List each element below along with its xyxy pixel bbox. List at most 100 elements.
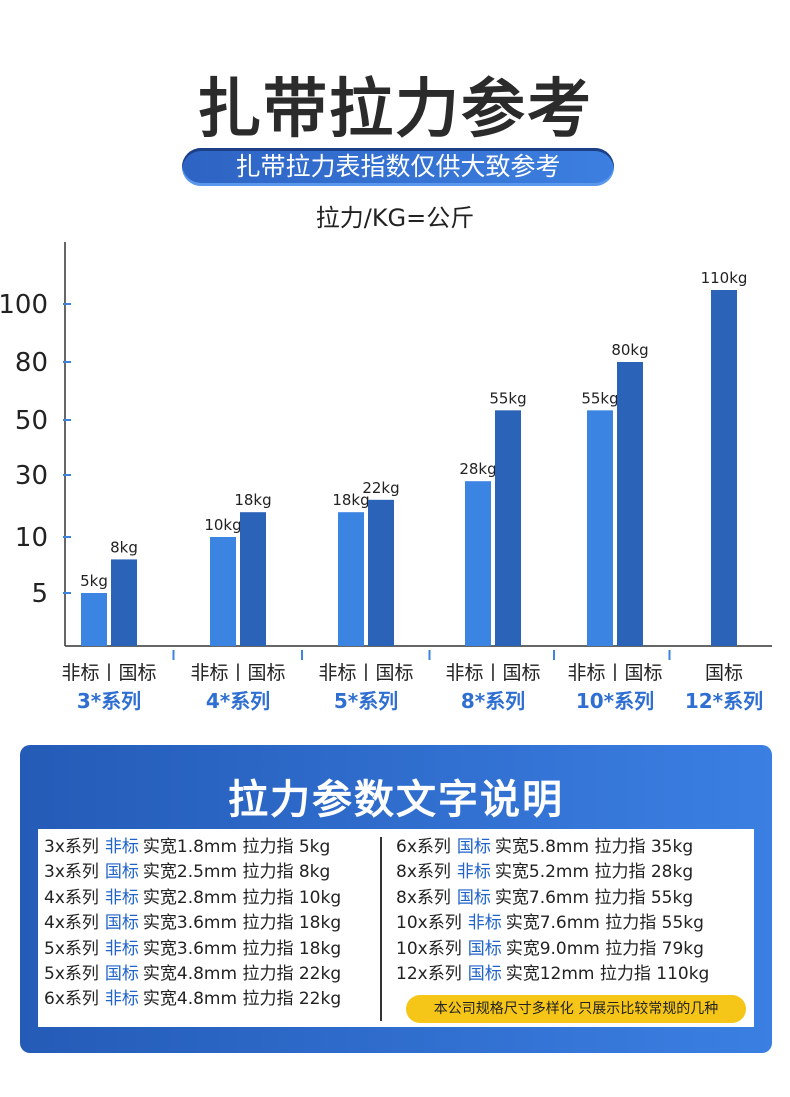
- bar: [338, 512, 364, 646]
- param-standard: 国标: [104, 913, 139, 934]
- params-left-column: 3x系列 非标 实宽1.8mm 拉力指 5kg 3x系列 国标 实宽2.5mm 拉力指 8…: [44, 835, 341, 1013]
- param-series: 4x系列: [44, 887, 99, 908]
- param-spec: 实宽5.2mm 拉力指 28kg: [494, 862, 694, 883]
- bar: [617, 362, 643, 646]
- param-spec: 实宽3.6mm 拉力指 18kg: [142, 938, 342, 959]
- param-spec: 实宽7.6mm 拉力指 55kg: [505, 913, 704, 934]
- x-type-label: 非标丨国标: [567, 662, 662, 684]
- bar: [240, 512, 266, 646]
- param-spec: 实宽1.8mm 拉力指 5kg: [142, 837, 331, 857]
- y-tick-label: 100: [0, 290, 48, 320]
- param-series: 6x系列: [396, 837, 451, 857]
- param-spec: 实宽9.0mm 拉力指 79kg: [505, 938, 704, 959]
- y-tick-label: 10: [15, 523, 48, 553]
- bar: [111, 559, 137, 646]
- param-row: 12x系列 国标 实宽12mm 拉力指 110kg: [396, 962, 709, 987]
- param-standard: 国标: [456, 887, 491, 908]
- param-row: 6x系列 非标 实宽4.8mm 拉力指 22kg: [44, 987, 341, 1012]
- param-standard: 非标: [104, 887, 139, 908]
- param-series: 8x系列: [396, 887, 451, 908]
- param-series: 12x系列: [396, 963, 462, 984]
- param-spec: 实宽7.6mm 拉力指 55kg: [494, 887, 694, 908]
- param-row: 8x系列 国标 实宽7.6mm 拉力指 55kg: [396, 886, 709, 911]
- x-series-label: 4*系列: [206, 689, 270, 713]
- param-series: 6x系列: [44, 989, 99, 1010]
- bar-value-label: 55kg: [581, 389, 618, 407]
- bar: [465, 481, 491, 646]
- x-series-label: 10*系列: [576, 689, 654, 713]
- bar-value-label: 22kg: [362, 479, 399, 497]
- param-standard: 国标: [467, 963, 502, 984]
- params-panel: 拉力参数文字说明 3x系列 非标 实宽1.8mm 拉力指 5kg 3x系列 国标 实宽2.…: [20, 745, 772, 1053]
- param-spec: 实宽4.8mm 拉力指 22kg: [142, 963, 342, 984]
- param-series: 3x系列: [44, 862, 99, 883]
- y-tick-label: 30: [15, 461, 48, 491]
- unit-note: 拉力/KG=公斤: [315, 204, 475, 232]
- param-series: 5x系列: [44, 963, 99, 984]
- param-series: 3x系列: [44, 837, 99, 857]
- param-row: 5x系列 非标 实宽3.6mm 拉力指 18kg: [44, 937, 341, 962]
- param-spec: 实宽5.8mm 拉力指 35kg: [494, 837, 694, 857]
- bar: [210, 537, 236, 646]
- x-type-label: 非标丨国标: [190, 662, 285, 684]
- param-row: 4x系列 非标 实宽2.8mm 拉力指 10kg: [44, 886, 341, 911]
- param-row: 4x系列 国标 实宽3.6mm 拉力指 18kg: [44, 911, 341, 936]
- x-type-label: 非标丨国标: [61, 662, 156, 684]
- y-tick-label: 50: [15, 406, 48, 436]
- y-tick-label: 5: [31, 579, 48, 609]
- bar-value-label: 8kg: [110, 538, 138, 556]
- bar-value-label: 18kg: [332, 491, 369, 509]
- param-spec: 实宽2.8mm 拉力指 10kg: [142, 887, 342, 908]
- bar-value-label: 55kg: [489, 389, 526, 407]
- bar-value-label: 110kg: [701, 269, 748, 287]
- params-right-column: 6x系列 国标 实宽5.8mm 拉力指 35kg 8x系列 非标 实宽5.2mm 拉力指 …: [396, 835, 709, 987]
- bar: [711, 290, 737, 646]
- note-badge: 本公司规格尺寸多样化 只展示比较常规的几种: [406, 995, 746, 1023]
- bar-value-label: 28kg: [459, 460, 496, 478]
- x-series-label: 5*系列: [334, 689, 398, 713]
- param-series: 4x系列: [44, 913, 99, 934]
- param-series: 10x系列: [396, 913, 462, 934]
- param-standard: 非标: [104, 938, 139, 959]
- param-row: 3x系列 非标 实宽1.8mm 拉力指 5kg: [44, 835, 341, 860]
- param-series: 10x系列: [396, 938, 462, 959]
- column-divider: [380, 837, 382, 1021]
- x-type-label: 非标丨国标: [318, 662, 413, 684]
- bar-value-label: 10kg: [204, 516, 241, 534]
- param-spec: 实宽4.8mm 拉力指 22kg: [142, 989, 342, 1010]
- y-tick-label: 80: [15, 348, 48, 378]
- bar: [368, 499, 394, 646]
- subtitle-banner: 扎带拉力表指数仅供大致参考: [182, 148, 614, 186]
- x-series-label: 3*系列: [77, 689, 141, 713]
- param-standard: 非标: [104, 989, 139, 1010]
- param-standard: 非标: [467, 913, 502, 934]
- bar-value-label: 18kg: [234, 491, 271, 509]
- params-title: 拉力参数文字说明: [228, 777, 564, 823]
- x-type-label: 国标: [705, 662, 743, 684]
- param-series: 8x系列: [396, 862, 451, 883]
- param-standard: 国标: [467, 938, 502, 959]
- param-row: 3x系列 国标 实宽2.5mm 拉力指 8kg: [44, 860, 341, 885]
- x-series-label: 12*系列: [685, 689, 763, 713]
- param-standard: 国标: [104, 963, 139, 984]
- bar: [587, 410, 613, 646]
- x-type-label: 非标丨国标: [445, 662, 540, 684]
- param-spec: 实宽12mm 拉力指 110kg: [505, 963, 710, 984]
- bar: [495, 410, 521, 646]
- param-spec: 实宽2.5mm 拉力指 8kg: [142, 862, 331, 883]
- param-row: 8x系列 非标 实宽5.2mm 拉力指 28kg: [396, 860, 709, 885]
- param-row: 10x系列 国标 实宽9.0mm 拉力指 79kg: [396, 937, 709, 962]
- param-standard: 非标: [104, 837, 139, 857]
- param-spec: 实宽3.6mm 拉力指 18kg: [142, 913, 342, 934]
- param-row: 6x系列 国标 实宽5.8mm 拉力指 35kg: [396, 835, 709, 860]
- page-title: 扎带拉力参考: [197, 73, 593, 147]
- params-table: 3x系列 非标 实宽1.8mm 拉力指 5kg 3x系列 国标 实宽2.5mm 拉力指 8…: [38, 829, 754, 1027]
- bar-value-label: 80kg: [611, 341, 648, 359]
- param-series: 5x系列: [44, 938, 99, 959]
- x-series-label: 8*系列: [461, 689, 525, 713]
- param-row: 10x系列 非标 实宽7.6mm 拉力指 55kg: [396, 911, 709, 936]
- param-standard: 非标: [456, 862, 491, 883]
- bar: [81, 593, 107, 646]
- param-row: 5x系列 国标 实宽4.8mm 拉力指 22kg: [44, 962, 341, 987]
- param-standard: 国标: [456, 837, 491, 857]
